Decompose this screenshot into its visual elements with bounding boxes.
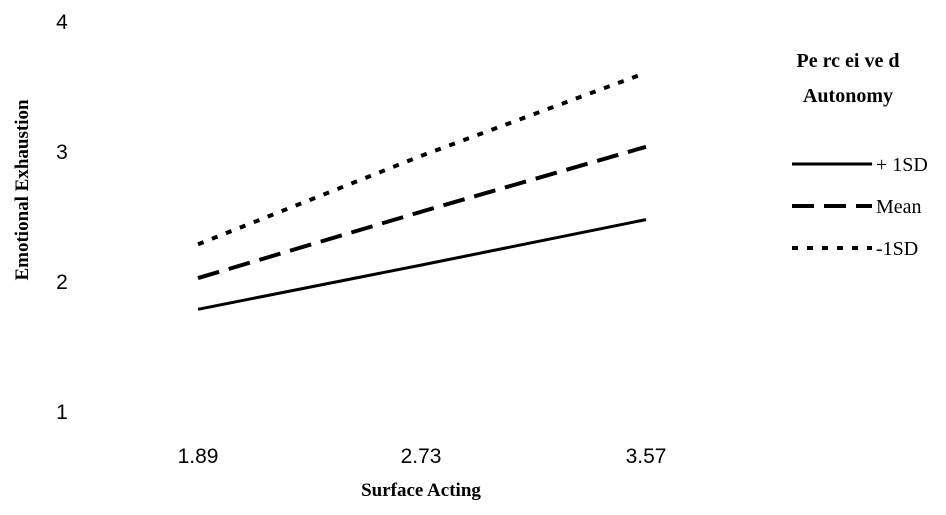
x-tick-label: 3.57 — [626, 445, 667, 468]
legend-title-line-2: Autonomy — [803, 85, 893, 107]
series-line-solid — [197, 218, 647, 311]
y-axis-ticks: 1 2 3 4 — [56, 11, 68, 424]
legend: Pe rc ei ve d Autonomy + 1SD Mean -1SD — [792, 50, 928, 260]
x-axis-ticks: 1.89 2.73 3.57 — [178, 445, 667, 468]
y-axis-title: Emotional Exhaustion — [12, 99, 33, 281]
y-tick-label: 4 — [56, 11, 68, 34]
legend-items: + 1SD Mean -1SD — [792, 154, 928, 260]
y-tick-label: 2 — [56, 271, 68, 294]
x-tick-label: 2.73 — [401, 445, 442, 468]
legend-title-line-1: Pe rc ei ve d — [797, 50, 900, 72]
series-line-dotted — [197, 70, 647, 247]
x-axis-title: Surface Acting — [361, 480, 481, 501]
x-tick-label: 1.89 — [178, 445, 219, 468]
series-lines — [197, 70, 647, 311]
legend-label: -1SD — [876, 238, 918, 260]
y-tick-label: 1 — [56, 401, 68, 424]
y-tick-label: 3 — [56, 141, 68, 164]
series-line-dashed — [197, 144, 647, 281]
legend-label: Mean — [876, 196, 922, 218]
legend-label: + 1SD — [876, 154, 928, 176]
